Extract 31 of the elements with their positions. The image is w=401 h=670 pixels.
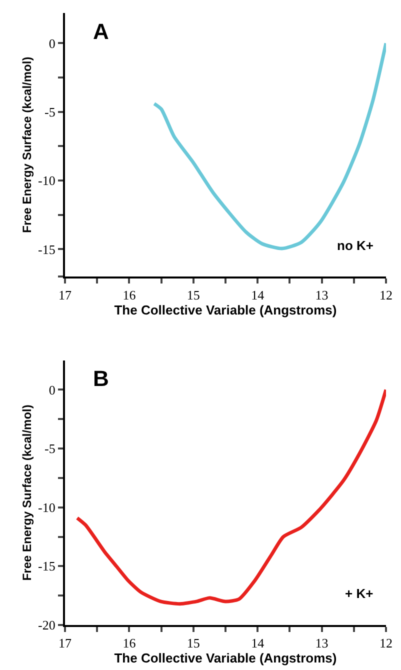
x-tick-label: 15	[186, 287, 200, 302]
x-tick-label: 17	[58, 287, 72, 302]
x-tick-label: 13	[315, 636, 328, 651]
x-tick-label: 15	[186, 636, 200, 651]
x-tick-label: 12	[380, 636, 392, 651]
x-tick-label: 13	[315, 287, 328, 302]
x-tick-label: 14	[251, 636, 265, 651]
y-tick-label: -5	[44, 104, 56, 120]
chart-title: A	[93, 19, 109, 44]
y-tick-label: -10	[38, 500, 56, 515]
x-axis-title: The Collective Variable (Angstroms)	[114, 650, 337, 666]
x-tick-label: 17	[58, 636, 72, 651]
y-tick-label: 0	[48, 382, 56, 398]
y-tick-label: -15	[38, 242, 56, 257]
y-axis-title: Free Energy Surface (kcal/mol)	[20, 404, 34, 581]
y-tick-label: -15	[38, 558, 56, 574]
x-axis-title: The Collective Variable (Angstroms)	[114, 302, 337, 318]
line-series	[75, 388, 386, 606]
line-series	[152, 41, 386, 250]
y-tick-label: -5	[44, 441, 56, 456]
x-tick-label: 16	[122, 636, 136, 651]
y-tick-label: -10	[38, 173, 56, 188]
x-tick-label: 12	[380, 287, 392, 302]
y-axis-title: Free Energy Surface (kcal/mol)	[20, 56, 34, 233]
annotation: no K+	[337, 238, 374, 253]
x-tick-label: 16	[122, 287, 136, 302]
y-tick-label: 0	[48, 36, 56, 51]
x-tick-label: 14	[251, 287, 265, 302]
annotation: + K+	[345, 586, 374, 601]
y-tick-label: -20	[38, 618, 56, 633]
chart-title: B	[93, 366, 109, 391]
